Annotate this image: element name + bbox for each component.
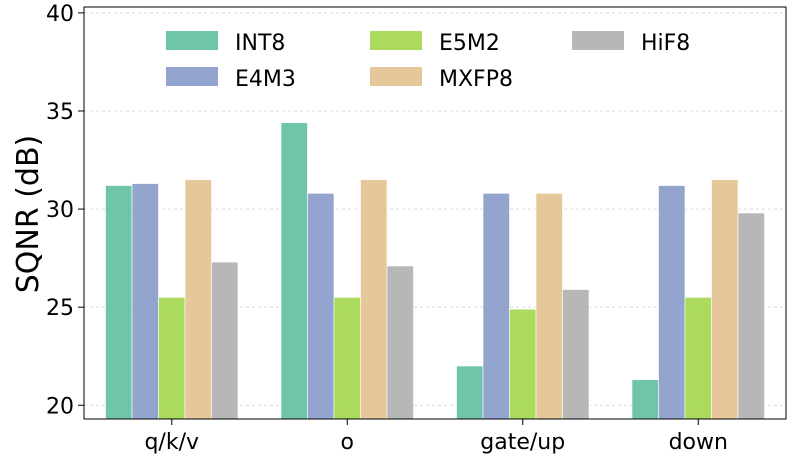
legend-label-e4m3: E4M3 — [235, 67, 296, 92]
legend-swatch-e5m2 — [370, 31, 422, 50]
bar-e5m2-q-k-v — [158, 297, 186, 420]
bar-e4m3-down — [658, 185, 686, 420]
bar-int8-gate-up — [456, 365, 484, 420]
bar-e4m3-q-k-v — [131, 183, 159, 420]
x-axis-ticks: q/k/v o gate/up down — [144, 419, 728, 455]
bar-int8-o — [280, 122, 308, 420]
y-axis-ticks: 20 25 30 35 40 — [46, 2, 84, 419]
y-tick-label: 20 — [46, 394, 74, 419]
bar-hif8-down — [737, 212, 765, 420]
y-tick-label: 40 — [46, 2, 74, 27]
bar-e5m2-gate-up — [509, 308, 537, 420]
y-tick-label: 25 — [46, 296, 74, 321]
bar-e4m3-o — [307, 193, 335, 420]
legend-swatch-mxfp8 — [370, 67, 422, 86]
legend: INT8 E4M3 E5M2 MXFP8 HiF8 — [166, 31, 690, 92]
legend-swatch-e4m3 — [166, 67, 218, 86]
x-tick-label: gate/up — [480, 430, 565, 455]
legend-label-hif8: HiF8 — [641, 31, 690, 56]
x-tick-label: down — [669, 430, 728, 455]
legend-swatch-int8 — [166, 31, 218, 50]
bar-hif8-gate-up — [562, 289, 590, 420]
y-tick-label: 35 — [46, 100, 74, 125]
y-axis-title: SQNR (dB) — [11, 135, 46, 294]
bars — [105, 122, 765, 420]
bar-e5m2-o — [333, 297, 361, 420]
bar-mxfp8-q-k-v — [184, 179, 212, 420]
x-tick-label: o — [341, 430, 354, 455]
x-tick-label: q/k/v — [144, 430, 199, 455]
bar-hif8-q-k-v — [211, 261, 239, 420]
legend-swatch-hif8 — [572, 31, 624, 50]
bar-mxfp8-gate-up — [535, 193, 563, 420]
bar-hif8-o — [386, 265, 414, 420]
bar-int8-q-k-v — [105, 185, 133, 420]
legend-label-int8: INT8 — [235, 31, 285, 56]
bar-mxfp8-o — [360, 179, 388, 420]
bar-mxfp8-down — [711, 179, 739, 420]
bar-e5m2-down — [684, 297, 712, 420]
plot-frame — [83, 6, 787, 420]
bar-e4m3-gate-up — [482, 193, 510, 420]
legend-label-mxfp8: MXFP8 — [439, 67, 513, 92]
bar-int8-down — [631, 379, 659, 420]
y-tick-label: 30 — [46, 198, 74, 223]
legend-label-e5m2: E5M2 — [439, 31, 500, 56]
